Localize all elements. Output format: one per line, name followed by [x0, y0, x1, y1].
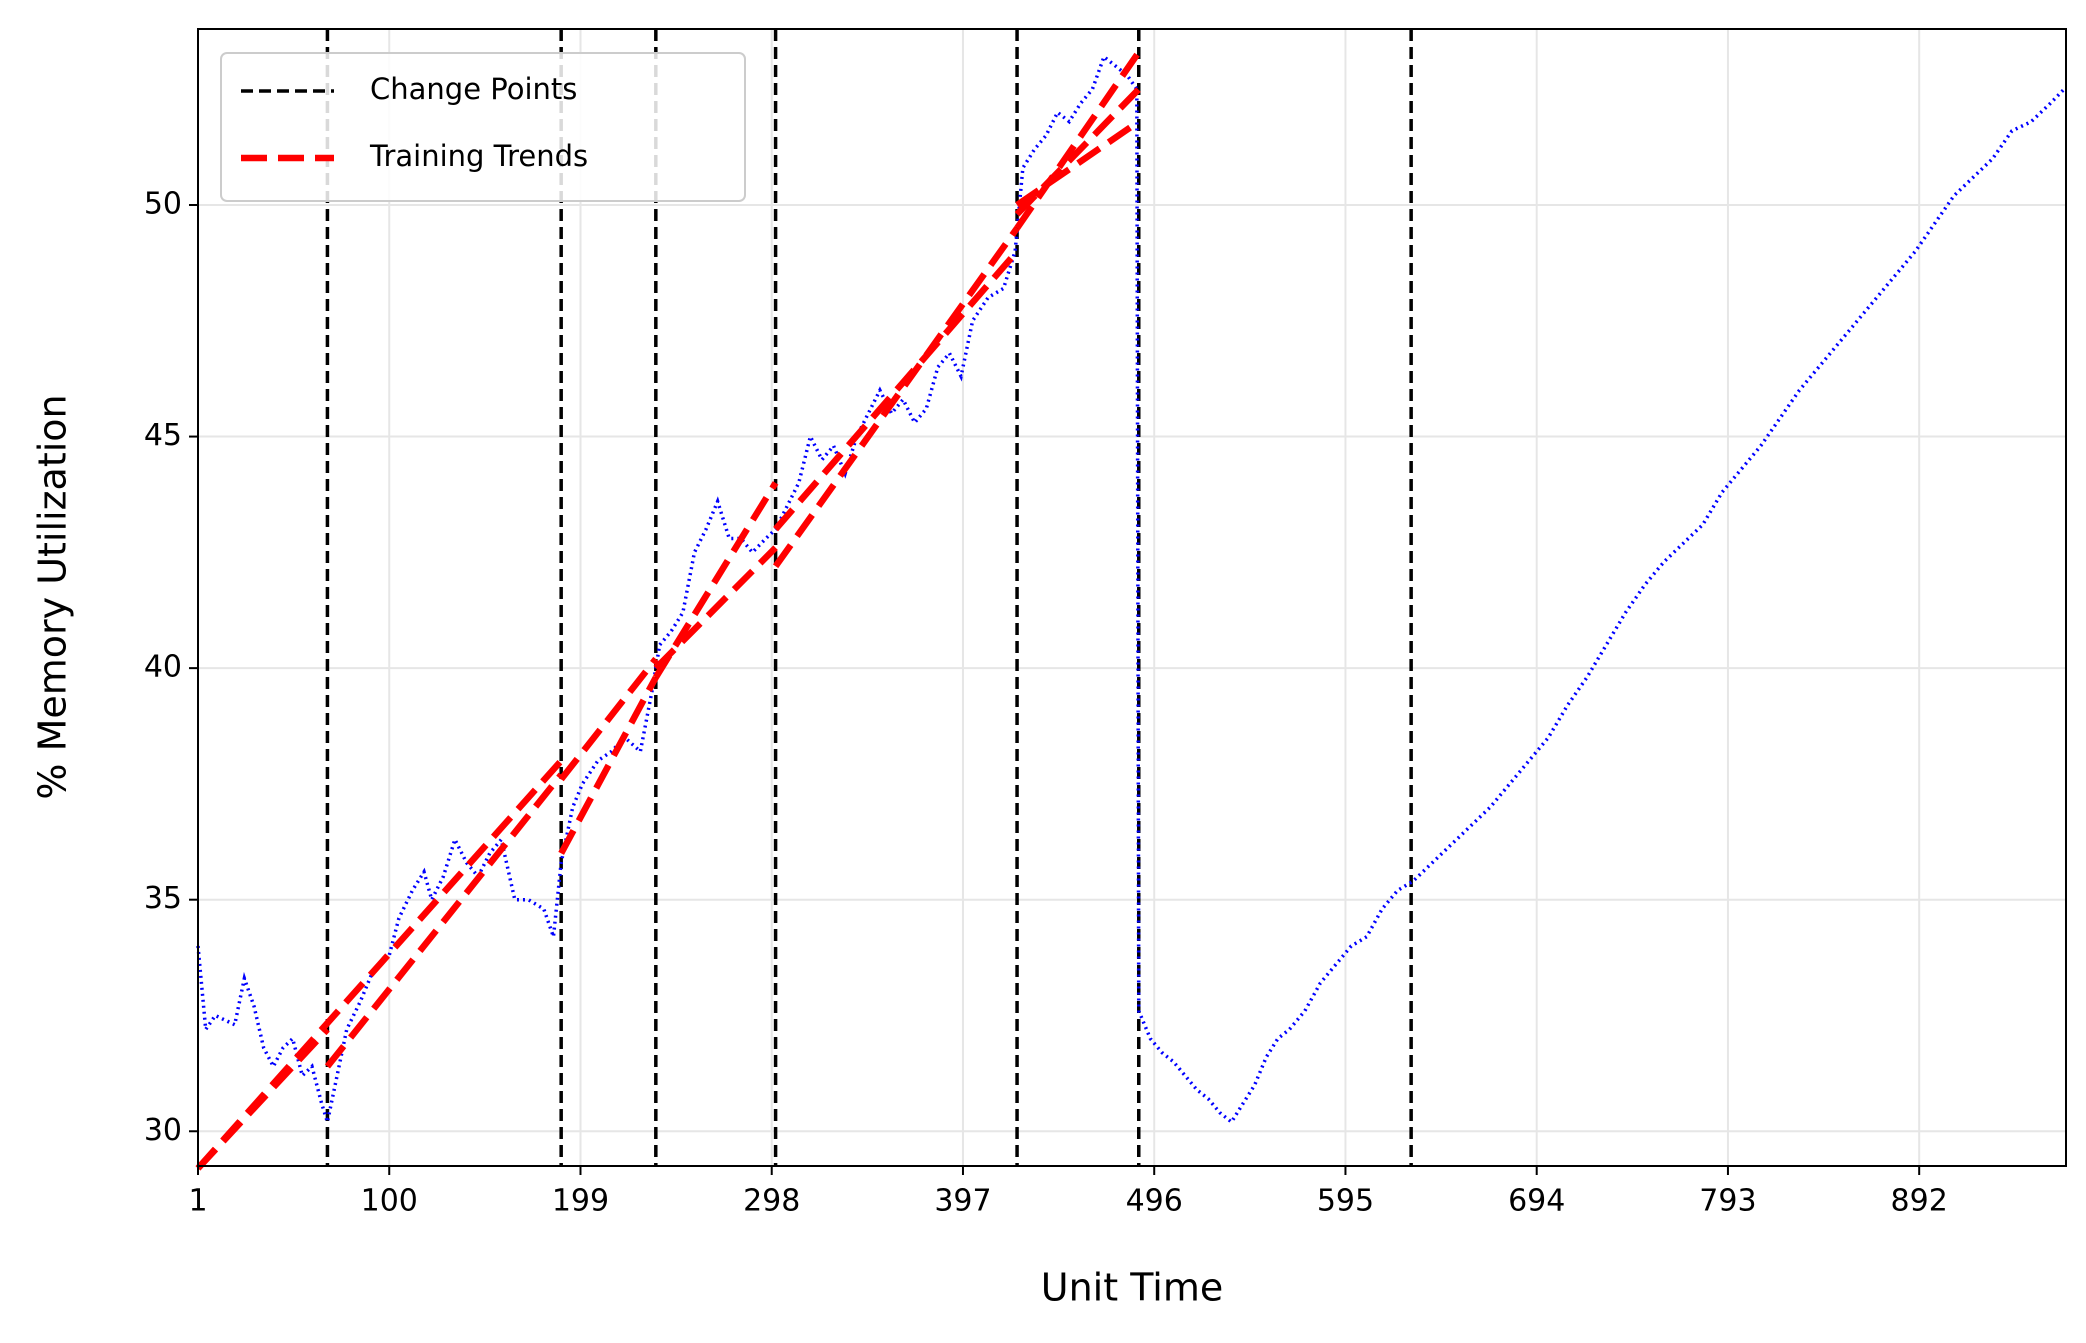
x-tick-label: 793 [1699, 1184, 1756, 1219]
training-trend [1014, 50, 1142, 230]
x-axis-label: Unit Time [1041, 1266, 1223, 1310]
training-trend [772, 226, 1020, 569]
training-trend [1014, 86, 1142, 217]
y-tick-label: 30 [144, 1113, 182, 1148]
x-tick-label: 100 [361, 1184, 418, 1219]
plot-marks [195, 29, 2066, 1171]
grid [197, 29, 2066, 1166]
x-tick-label: 694 [1508, 1184, 1565, 1219]
x-tick-label: 298 [743, 1184, 800, 1219]
x-tick-label: 892 [1891, 1184, 1948, 1219]
legend: Change Points Training Trends [220, 52, 746, 202]
training-trend [773, 249, 1020, 532]
training-trend [324, 772, 564, 1069]
training-trend [653, 545, 778, 671]
training-trend [1015, 118, 1141, 208]
y-tick-label: 45 [144, 418, 182, 453]
x-tick-label: 595 [1317, 1184, 1374, 1219]
training-trend [653, 481, 779, 680]
y-axis-label: % Memory Utilization [31, 394, 75, 799]
x-tick-label: 199 [552, 1184, 609, 1219]
y-tick-label: 35 [144, 881, 182, 916]
legend-box [220, 52, 746, 202]
training-trend [558, 656, 659, 782]
y-tick-label: 40 [144, 650, 182, 685]
training-trend [558, 675, 659, 855]
x-tick-label: 496 [1126, 1184, 1183, 1219]
x-tick-label: 1 [188, 1184, 207, 1219]
x-tick-label: 397 [934, 1184, 991, 1219]
y-tick-label: 50 [144, 186, 182, 221]
data-line [196, 53, 2066, 1129]
plot-frame [197, 28, 2067, 1167]
legend-label: Change Points [370, 72, 577, 106]
legend-label: Training Trends [369, 139, 588, 173]
training-trend [195, 758, 564, 1171]
